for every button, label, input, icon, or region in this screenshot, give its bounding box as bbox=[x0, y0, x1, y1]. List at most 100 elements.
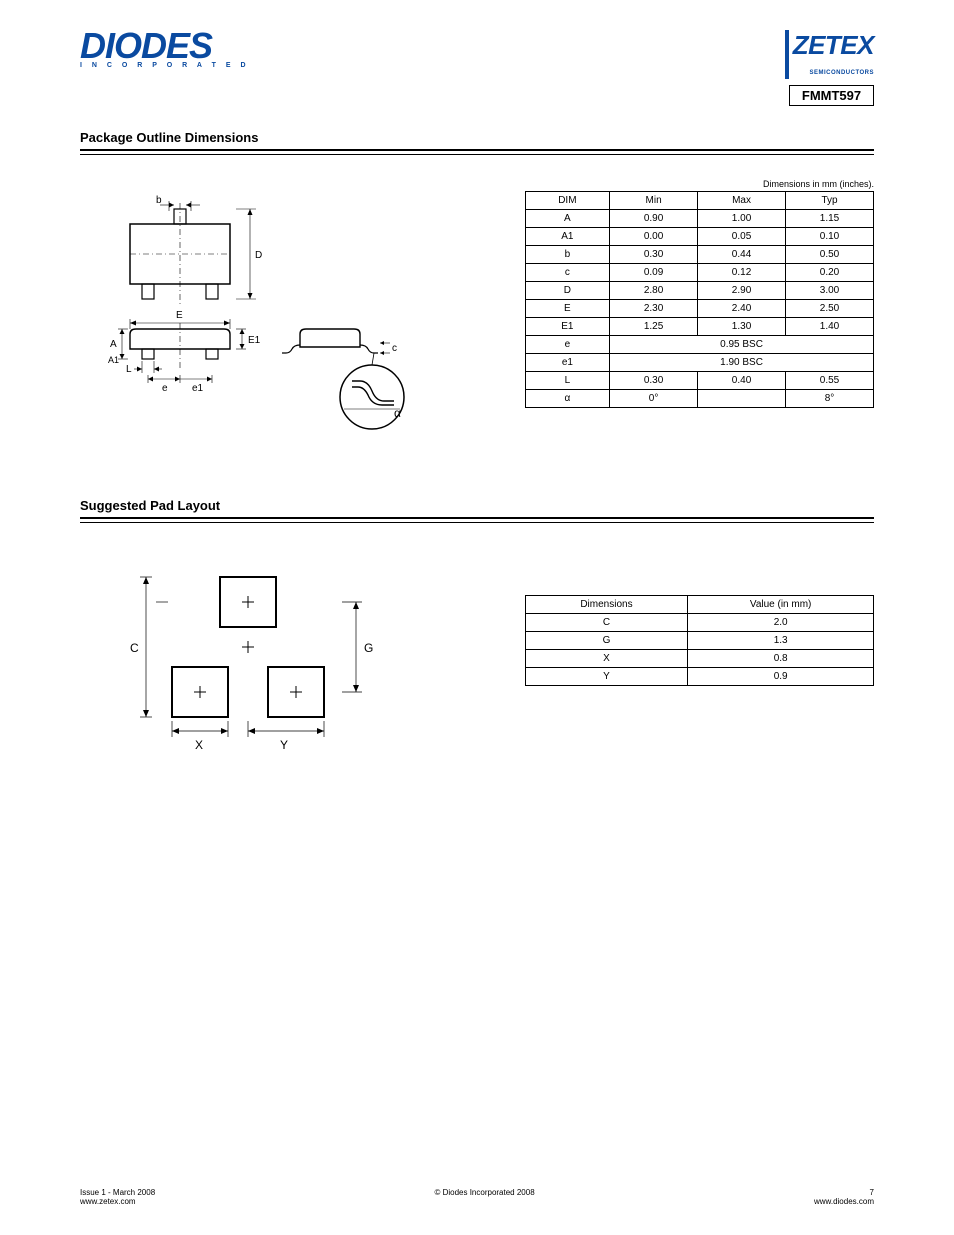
table-row: D2.802.903.00 bbox=[525, 282, 873, 300]
cell-val: 0.30 bbox=[610, 372, 698, 390]
divider bbox=[80, 517, 874, 519]
cell-val: 2.50 bbox=[786, 300, 874, 318]
table-header-row: DIM Min Max Typ bbox=[525, 192, 873, 210]
col-dim: Dimensions bbox=[525, 596, 688, 614]
table-row: E11.251.301.40 bbox=[525, 318, 873, 336]
cell-val: 0.44 bbox=[698, 246, 786, 264]
table-row: G1.3 bbox=[525, 632, 873, 650]
diodes-logo-text: DIODES bbox=[80, 30, 270, 62]
zetex-block: ZETEX SEMICONDUCTORS FMMT597 bbox=[785, 30, 874, 106]
cell-dim: e bbox=[525, 336, 609, 354]
col-min: Min bbox=[610, 192, 698, 210]
package-table-body: A0.901.001.15A10.000.050.10b0.300.440.50… bbox=[525, 210, 873, 408]
pad-drawing: C G X bbox=[80, 547, 445, 772]
cell-val: 1.3 bbox=[688, 632, 874, 650]
unit-caption: Dimensions in mm (inches). bbox=[525, 179, 874, 189]
cell-val: 2.90 bbox=[698, 282, 786, 300]
cell-bsc: 1.90 BSC bbox=[610, 354, 874, 372]
cell-dim: A1 bbox=[525, 228, 609, 246]
cell-val: 0.40 bbox=[698, 372, 786, 390]
cell-val: 0.00 bbox=[610, 228, 698, 246]
cell-dim: C bbox=[525, 614, 688, 632]
cell-val: 8° bbox=[786, 390, 874, 408]
cell-dim: c bbox=[525, 264, 609, 282]
cell-val: 2.80 bbox=[610, 282, 698, 300]
dim-label-A1: A1 bbox=[108, 355, 119, 365]
footer-right: 7 www.diodes.com bbox=[814, 1188, 874, 1207]
cell-val bbox=[698, 390, 786, 408]
cell-val: 0° bbox=[610, 390, 698, 408]
table-row: α0° 8° bbox=[525, 390, 873, 408]
cell-dim: X bbox=[525, 650, 688, 668]
cell-dim: A bbox=[525, 210, 609, 228]
package-table-col: Dimensions in mm (inches). DIM Min Max T… bbox=[525, 179, 874, 474]
divider bbox=[80, 149, 874, 151]
dim-label-A: A bbox=[110, 339, 117, 350]
cell-val: 0.12 bbox=[698, 264, 786, 282]
table-row: A0.901.001.15 bbox=[525, 210, 873, 228]
pad-label-X: X bbox=[195, 738, 203, 752]
cell-val: 0.09 bbox=[610, 264, 698, 282]
cell-bsc: 0.95 BSC bbox=[610, 336, 874, 354]
part-number-box: FMMT597 bbox=[789, 85, 874, 106]
cell-val: 1.00 bbox=[698, 210, 786, 228]
footer-copyright: © Diodes Incorporated 2008 bbox=[155, 1188, 814, 1198]
cell-dim: D bbox=[525, 282, 609, 300]
cell-val: 2.0 bbox=[688, 614, 874, 632]
cell-val: 0.55 bbox=[786, 372, 874, 390]
footer-page: 7 bbox=[814, 1188, 874, 1198]
pad-table-col: Dimensions Value (in mm) C2.0G1.3X0.8Y0.… bbox=[525, 547, 874, 772]
package-drawing: b D bbox=[80, 179, 445, 474]
cell-val: 0.90 bbox=[610, 210, 698, 228]
footer-left: Issue 1 - March 2008 www.zetex.com bbox=[80, 1188, 155, 1207]
cell-val: 0.30 bbox=[610, 246, 698, 264]
table-row: c0.090.120.20 bbox=[525, 264, 873, 282]
divider bbox=[80, 522, 874, 523]
zetex-logo-sub: SEMICONDUCTORS bbox=[809, 70, 874, 76]
cell-dim: b bbox=[525, 246, 609, 264]
section-title-pad: Suggested Pad Layout bbox=[80, 498, 874, 513]
footer-issue: Issue 1 - March 2008 bbox=[80, 1188, 155, 1198]
table-row: b0.300.440.50 bbox=[525, 246, 873, 264]
pad-layout-svg: C G X bbox=[80, 557, 420, 767]
cell-dim: E bbox=[525, 300, 609, 318]
pad-label-Y: Y bbox=[280, 738, 288, 752]
pad-table-body: C2.0G1.3X0.8Y0.9 bbox=[525, 614, 873, 686]
cell-val: 1.30 bbox=[698, 318, 786, 336]
cell-val: 0.20 bbox=[786, 264, 874, 282]
page: DIODES I N C O R P O R A T E D ZETEX SEM… bbox=[0, 0, 954, 1235]
table-row: e11.90 BSC bbox=[525, 354, 873, 372]
dim-label-E1: E1 bbox=[248, 335, 261, 346]
dim-label-c: c bbox=[392, 343, 397, 354]
cell-dim: G bbox=[525, 632, 688, 650]
table-row: E2.302.402.50 bbox=[525, 300, 873, 318]
divider bbox=[80, 154, 874, 155]
pad-section-content: C G X bbox=[80, 547, 874, 772]
cell-val: 1.25 bbox=[610, 318, 698, 336]
package-outline-svg: b D bbox=[80, 189, 430, 469]
footer-url-left: www.zetex.com bbox=[80, 1197, 155, 1207]
pad-label-G: G bbox=[364, 641, 373, 655]
dim-label-L: L bbox=[126, 364, 132, 375]
table-row: X0.8 bbox=[525, 650, 873, 668]
table-row: A10.000.050.10 bbox=[525, 228, 873, 246]
zetex-logo-text: ZETEX bbox=[793, 30, 874, 60]
cell-val: 0.50 bbox=[786, 246, 874, 264]
col-max: Max bbox=[698, 192, 786, 210]
dim-label-e: e bbox=[162, 383, 168, 394]
dim-label-E: E bbox=[176, 310, 183, 321]
col-val: Value (in mm) bbox=[688, 596, 874, 614]
package-dimensions-table: DIM Min Max Typ A0.901.001.15A10.000.050… bbox=[525, 191, 874, 408]
cell-dim: E1 bbox=[525, 318, 609, 336]
table-row: Y0.9 bbox=[525, 668, 873, 686]
table-row: e0.95 BSC bbox=[525, 336, 873, 354]
cell-val: 0.8 bbox=[688, 650, 874, 668]
cell-dim: α bbox=[525, 390, 609, 408]
pad-dimensions-table: Dimensions Value (in mm) C2.0G1.3X0.8Y0.… bbox=[525, 595, 874, 686]
cell-val: 1.40 bbox=[786, 318, 874, 336]
table-header-row: Dimensions Value (in mm) bbox=[525, 596, 873, 614]
cell-dim: Y bbox=[525, 668, 688, 686]
footer: Issue 1 - March 2008 www.zetex.com © Dio… bbox=[80, 1188, 874, 1207]
col-dim: DIM bbox=[525, 192, 609, 210]
section-title-package: Package Outline Dimensions bbox=[80, 130, 874, 145]
